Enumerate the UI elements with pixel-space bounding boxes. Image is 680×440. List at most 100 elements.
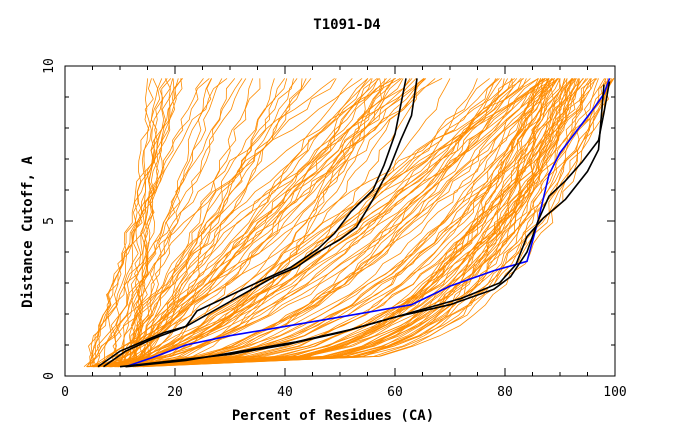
background-model-line xyxy=(109,78,522,368)
highlighted-series-line xyxy=(125,78,611,368)
x-tick-label: 40 xyxy=(277,385,293,400)
highlighted-series-line xyxy=(119,81,611,368)
background-model-line xyxy=(111,78,531,368)
background-model-line xyxy=(112,78,312,367)
background-model-line xyxy=(99,78,539,367)
background-model-line xyxy=(125,78,568,368)
background-model-line xyxy=(138,78,261,367)
background-model-line xyxy=(135,78,547,368)
background-model-line xyxy=(109,78,552,368)
background-model-line xyxy=(119,78,369,367)
background-model-line xyxy=(135,78,168,367)
background-model-line xyxy=(93,78,542,368)
background-model-line xyxy=(104,78,380,368)
background-model-line xyxy=(140,78,395,368)
background-model-line xyxy=(103,78,572,368)
background-model-line xyxy=(141,78,498,368)
background-model-line xyxy=(86,78,223,367)
background-model-line xyxy=(95,78,337,367)
background-model-line xyxy=(136,78,426,368)
background-model-line xyxy=(125,78,503,368)
background-model-line xyxy=(124,78,553,368)
background-model-line xyxy=(120,78,545,368)
background-model-line xyxy=(110,78,163,367)
background-model-line xyxy=(89,78,204,367)
background-model-curves xyxy=(83,78,615,368)
background-model-line xyxy=(126,78,497,368)
x-tick-label: 60 xyxy=(387,385,403,400)
background-model-line xyxy=(118,78,451,368)
background-model-line xyxy=(124,78,369,368)
background-model-line xyxy=(97,78,591,368)
background-model-line xyxy=(86,78,363,367)
background-model-line xyxy=(134,78,353,368)
background-model-line xyxy=(131,78,553,368)
background-model-line xyxy=(126,78,539,368)
y-tick-label: 10 xyxy=(42,58,57,74)
background-model-line xyxy=(139,78,303,367)
background-model-line xyxy=(127,78,576,368)
background-model-line xyxy=(110,78,539,368)
background-model-line xyxy=(125,78,372,367)
background-model-line xyxy=(91,78,335,367)
background-model-line xyxy=(117,78,575,368)
background-model-line xyxy=(130,78,150,367)
background-model-line xyxy=(112,78,183,367)
background-model-line xyxy=(109,78,609,368)
x-tick-label: 20 xyxy=(167,385,183,400)
background-model-line xyxy=(139,78,556,368)
background-model-line xyxy=(125,78,418,368)
highlighted-series-line xyxy=(97,78,407,368)
y-axis: 0 5 10 xyxy=(42,58,615,380)
y-tick-label: 0 xyxy=(42,372,57,380)
background-model-line xyxy=(105,78,615,368)
background-model-line xyxy=(117,78,592,368)
highlighted-series-line xyxy=(125,84,605,368)
background-model-line xyxy=(138,78,500,368)
background-model-line xyxy=(139,78,505,368)
background-model-line xyxy=(95,78,555,368)
background-model-line xyxy=(97,78,395,368)
background-model-line xyxy=(120,78,213,367)
x-axis: 0 20 40 60 80 100 xyxy=(61,66,627,400)
background-model-line xyxy=(123,78,425,367)
background-model-line xyxy=(88,78,210,367)
background-model-line xyxy=(139,78,298,367)
background-model-line xyxy=(87,78,562,368)
background-model-line xyxy=(94,78,615,368)
background-model-line xyxy=(138,78,161,367)
background-model-line xyxy=(98,78,378,368)
background-model-line xyxy=(114,78,387,368)
background-model-line xyxy=(106,78,559,368)
y-axis-label: Distance Cutoff, A xyxy=(20,156,36,308)
chart-title: T1091-D4 xyxy=(313,17,380,33)
background-model-line xyxy=(86,78,383,368)
background-model-line xyxy=(115,78,574,368)
y-tick-label: 5 xyxy=(42,217,57,225)
background-model-line xyxy=(86,78,478,368)
background-model-line xyxy=(131,78,417,367)
background-model-line xyxy=(120,78,513,368)
highlighted-model-curves xyxy=(97,78,611,368)
background-model-line xyxy=(118,78,247,367)
background-model-line xyxy=(142,78,579,368)
background-model-line xyxy=(115,78,294,367)
background-model-line xyxy=(134,78,574,368)
x-axis-label: Percent of Residues (CA) xyxy=(232,408,434,424)
background-model-line xyxy=(119,78,544,368)
background-model-line xyxy=(91,78,427,368)
background-model-line xyxy=(137,78,592,368)
background-model-line xyxy=(136,78,580,368)
background-model-line xyxy=(144,78,508,368)
background-model-line xyxy=(92,78,549,368)
background-model-line xyxy=(134,78,577,368)
background-model-line xyxy=(129,78,443,367)
background-model-line xyxy=(136,78,573,368)
x-tick-label: 0 xyxy=(61,385,69,400)
background-model-line xyxy=(93,78,527,368)
background-model-line xyxy=(108,78,516,368)
background-model-line xyxy=(139,78,212,367)
background-model-line xyxy=(120,78,391,368)
x-tick-label: 100 xyxy=(603,385,626,400)
